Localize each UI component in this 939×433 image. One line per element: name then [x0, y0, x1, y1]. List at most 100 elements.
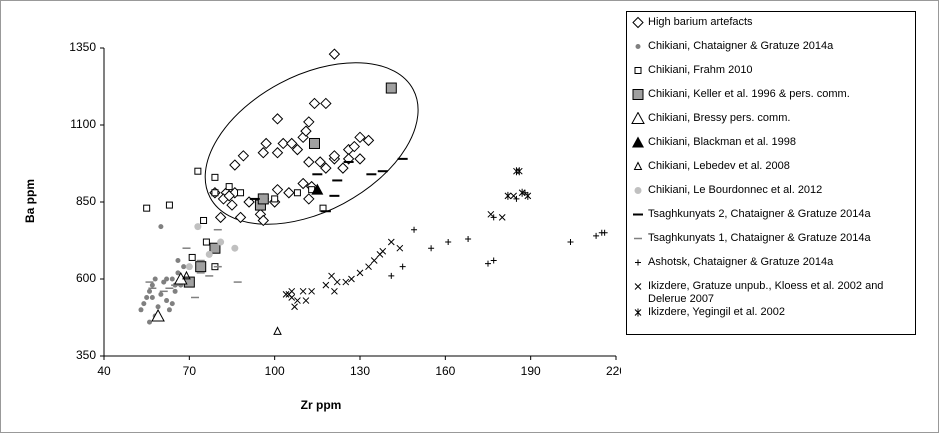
marker: [498, 214, 506, 221]
marker: [147, 288, 153, 294]
marker: [632, 16, 644, 29]
legend-entry: High barium artefacts: [627, 16, 915, 40]
marker: [237, 150, 250, 162]
legend-label: Chikiani, Le Bourdonnec et al. 2012: [648, 184, 823, 196]
legend-icon: [632, 136, 644, 148]
marker: [147, 319, 153, 325]
marker: [181, 264, 187, 270]
marker: [149, 294, 155, 300]
marker: [593, 232, 600, 239]
marker: [634, 283, 642, 290]
legend-icon: [634, 67, 642, 74]
marker: [257, 193, 269, 205]
marker: [234, 211, 247, 224]
marker: [158, 224, 164, 230]
marker: [634, 308, 642, 317]
legend-icon: [632, 89, 644, 100]
marker: [291, 303, 298, 311]
marker: [195, 261, 207, 273]
marker: [260, 137, 272, 150]
marker: [214, 211, 227, 224]
marker: [164, 298, 170, 304]
marker: [302, 297, 310, 304]
marker: [634, 67, 642, 74]
marker: [225, 183, 233, 191]
marker: [231, 244, 239, 252]
marker: [271, 147, 284, 159]
marker: [164, 276, 170, 282]
marker: [342, 278, 350, 286]
marker: [308, 287, 315, 295]
marker: [149, 282, 155, 288]
marker: [271, 183, 284, 196]
y-tick-label: 600: [76, 271, 96, 285]
marker: [388, 272, 395, 279]
legend-label: Ikizdere, Yegingil et al. 2002: [648, 306, 785, 318]
marker: [202, 238, 210, 246]
x-tick-label: 130: [350, 364, 370, 378]
marker: [303, 116, 315, 128]
marker: [333, 278, 341, 286]
marker: [243, 196, 255, 208]
marker: [273, 326, 282, 335]
legend: High barium artefacts Chikiani, Chataigne…: [626, 11, 916, 335]
x-tick-label: 100: [265, 364, 285, 378]
y-axis-label: Ba ppm: [23, 179, 37, 223]
marker: [320, 97, 332, 110]
marker: [633, 161, 643, 170]
marker: [141, 301, 147, 307]
marker: [365, 263, 372, 271]
legend-label: Chikiani, Keller et al. 1996 & pers. com…: [648, 88, 850, 100]
marker: [286, 137, 298, 150]
marker: [331, 287, 338, 295]
marker: [209, 242, 221, 254]
marker: [308, 97, 321, 110]
marker: [175, 270, 181, 276]
x-tick-label: 220: [606, 364, 621, 378]
marker: [634, 187, 642, 194]
legend-label: Tsaghkunyats 2, Chataigner & Gratuze 201…: [648, 208, 871, 220]
marker: [166, 307, 172, 313]
marker: [311, 183, 324, 195]
y-tick-label: 1350: [69, 40, 96, 54]
marker: [175, 258, 181, 264]
marker: [152, 276, 158, 282]
marker: [428, 245, 435, 252]
marker: [151, 308, 165, 322]
marker: [211, 189, 219, 197]
y-tick-label: 1100: [70, 117, 96, 131]
marker: [200, 216, 208, 224]
marker: [185, 263, 193, 271]
marker: [194, 167, 202, 175]
marker: [396, 244, 404, 252]
legend-entry: Chikiani, Blackman et al. 1998: [627, 136, 915, 160]
y-tick-label: 350: [76, 348, 96, 362]
legend-icon: [635, 259, 641, 266]
marker: [303, 156, 315, 168]
legend-icon: [634, 283, 642, 290]
x-tick-label: 70: [183, 364, 197, 378]
marker: [524, 191, 532, 200]
marker: [354, 131, 366, 144]
marker: [635, 44, 641, 49]
marker: [297, 177, 309, 190]
legend-entry: Ikizdere, Yegingil et al. 2002: [627, 306, 915, 330]
marker: [303, 193, 315, 205]
marker: [314, 156, 326, 168]
x-tick-label: 190: [521, 364, 541, 378]
marker: [172, 288, 178, 294]
marker: [288, 287, 296, 295]
marker: [379, 247, 387, 255]
legend-label: High barium artefacts: [648, 16, 753, 28]
marker: [138, 307, 144, 313]
legend-icon: [634, 237, 642, 240]
marker: [354, 153, 366, 165]
marker: [294, 297, 301, 304]
legend-label: Chikiani, Frahm 2010: [648, 64, 753, 76]
marker: [277, 137, 289, 150]
legend-entry: Ashotsk, Chataigner & Gratuze 2014a: [627, 256, 915, 280]
marker: [293, 189, 301, 197]
marker: [223, 190, 235, 202]
marker: [158, 291, 164, 297]
marker: [322, 281, 330, 289]
